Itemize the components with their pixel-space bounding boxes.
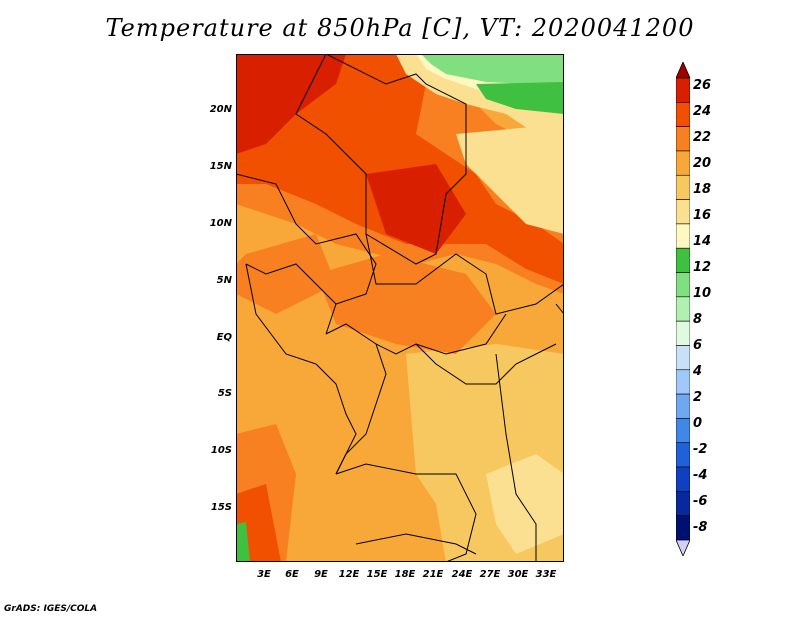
field-24-26-northwest — [236, 54, 346, 154]
colorbar-label: 2 — [693, 390, 703, 405]
lon-label-3E: 3E — [257, 569, 271, 580]
colorbar-cell — [676, 77, 690, 103]
colorbar-label: 10 — [693, 286, 712, 301]
colorbar-cell — [676, 466, 690, 492]
field-20-22-central — [316, 254, 496, 354]
lat-label-20N: 20N — [209, 104, 232, 115]
lon-label-24E: 24E — [451, 569, 473, 580]
temperature-map — [236, 54, 564, 562]
colorbar-top-arrow — [676, 62, 690, 79]
colorbar-label: 20 — [693, 156, 712, 171]
lon-label-12E: 12E — [338, 569, 360, 580]
field-16-east — [456, 124, 564, 234]
colorbar-label: 22 — [693, 130, 712, 145]
colorbar-cell — [676, 515, 690, 541]
lon-label-18E: 18E — [394, 569, 416, 580]
colorbar-label: 18 — [693, 182, 712, 197]
country-borders — [236, 54, 564, 562]
map-title: Temperature at 850hPa [C], VT: 202004120… — [105, 14, 695, 42]
colorbar-label: -6 — [693, 494, 708, 509]
field-24-26-chad — [366, 164, 466, 254]
lat-label-10N: 10N — [209, 218, 232, 229]
colorbar-cell — [676, 442, 690, 468]
colorbar-cell — [676, 272, 690, 298]
colorbar-label: 8 — [693, 312, 703, 327]
colorbar-cell — [676, 150, 690, 176]
field-22-24-north — [236, 54, 564, 284]
colorbar-cell — [676, 247, 690, 273]
lat-label-EQ: EQ — [216, 332, 232, 343]
colorbar-label: 14 — [693, 234, 712, 249]
colorbar-cell — [676, 102, 690, 127]
field-12-14-northeast — [476, 82, 564, 114]
lat-label-15N: 15N — [209, 161, 232, 172]
colorbar-cell — [676, 491, 690, 516]
lon-label-21E: 21E — [422, 569, 444, 580]
colorbar-label: 16 — [693, 208, 712, 223]
colorbar-cell — [676, 393, 690, 419]
colorbar-cell — [676, 199, 690, 225]
field-east-light — [486, 454, 564, 554]
colorbar-cell — [676, 174, 690, 200]
colorbar-cell — [676, 320, 690, 346]
colorbar-cell — [676, 418, 690, 444]
colorbar-label: -2 — [693, 442, 708, 457]
colorbar-cell — [676, 126, 690, 152]
colorbar — [676, 62, 690, 556]
colorbar-label: -4 — [693, 468, 708, 483]
colorbar-bottom-arrow — [676, 539, 690, 556]
lon-label-30E: 30E — [507, 569, 529, 580]
colorbar-label: -8 — [693, 520, 708, 535]
lon-label-6E: 6E — [285, 569, 299, 580]
colorbar-label: 12 — [693, 260, 712, 275]
lon-label-15E: 15E — [366, 569, 388, 580]
colorbar-label: 4 — [693, 364, 703, 379]
colorbar-cell — [676, 345, 690, 371]
colorbar-cell — [676, 369, 690, 395]
colorbar-cell — [676, 223, 690, 249]
colorbar-label: 0 — [693, 416, 703, 431]
field-green-southwest — [236, 522, 250, 562]
lon-label-33E: 33E — [535, 569, 557, 580]
lat-label-5S: 5S — [217, 388, 232, 399]
colorbar-cell — [676, 296, 690, 322]
map-frame-border — [236, 54, 564, 562]
lat-label-15S: 15S — [210, 502, 232, 513]
lat-label-5N: 5N — [216, 275, 232, 286]
map-canvas — [236, 54, 564, 562]
colorbar-label: 24 — [693, 104, 712, 119]
colorbar-label: 26 — [693, 78, 712, 93]
credit-text: GrADS: IGES/COLA — [4, 604, 98, 614]
field-west-coast — [236, 234, 336, 314]
lon-label-27E: 27E — [479, 569, 501, 580]
colorbar-label: 6 — [693, 338, 703, 353]
lon-label-9E: 9E — [314, 569, 328, 580]
lat-label-10S: 10S — [210, 445, 232, 456]
